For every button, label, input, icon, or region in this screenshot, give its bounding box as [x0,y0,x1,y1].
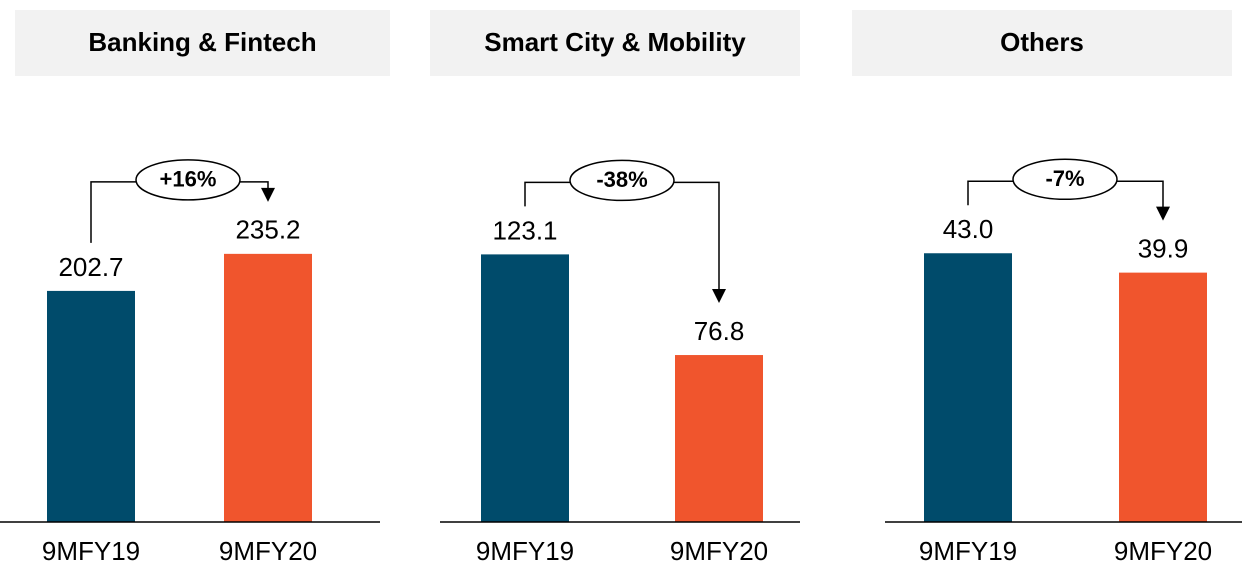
panel-title: Banking & Fintech [88,27,316,57]
value-label: 202.7 [58,252,123,282]
value-label: 43.0 [943,214,994,244]
panel-title: Smart City & Mobility [484,27,746,57]
arrow-head [712,289,726,304]
panel-header [430,10,800,76]
x-tick-label: 9MFY19 [919,536,1017,566]
arrow-head [261,187,275,202]
bar [481,254,569,523]
x-tick-label: 9MFY20 [670,536,768,566]
arrow-head [1156,206,1170,221]
annotation-bubble [1012,158,1118,200]
panel-title: Others [1000,27,1084,57]
annotation: +16% [160,167,217,192]
panel-header [15,10,390,76]
value-label: 235.2 [235,215,300,245]
x-tick-label: 9MFY20 [1114,536,1212,566]
x-tick-label: 9MFY19 [476,536,574,566]
panel-header [852,10,1232,76]
bar [1119,272,1207,522]
bar [47,290,135,522]
x-tick-label: 9MFY20 [219,536,317,566]
annotation: -7% [1045,166,1084,191]
annotation-bubble [569,159,675,202]
x-tick-label: 9MFY19 [42,536,140,566]
bar [224,253,312,522]
bar [675,355,763,522]
value-label: 76.8 [694,316,745,346]
value-label: 39.9 [1138,234,1189,264]
bar [924,253,1012,522]
annotation-bubble [135,159,241,201]
annotation: -38% [596,167,647,192]
value-label: 123.1 [492,215,557,245]
